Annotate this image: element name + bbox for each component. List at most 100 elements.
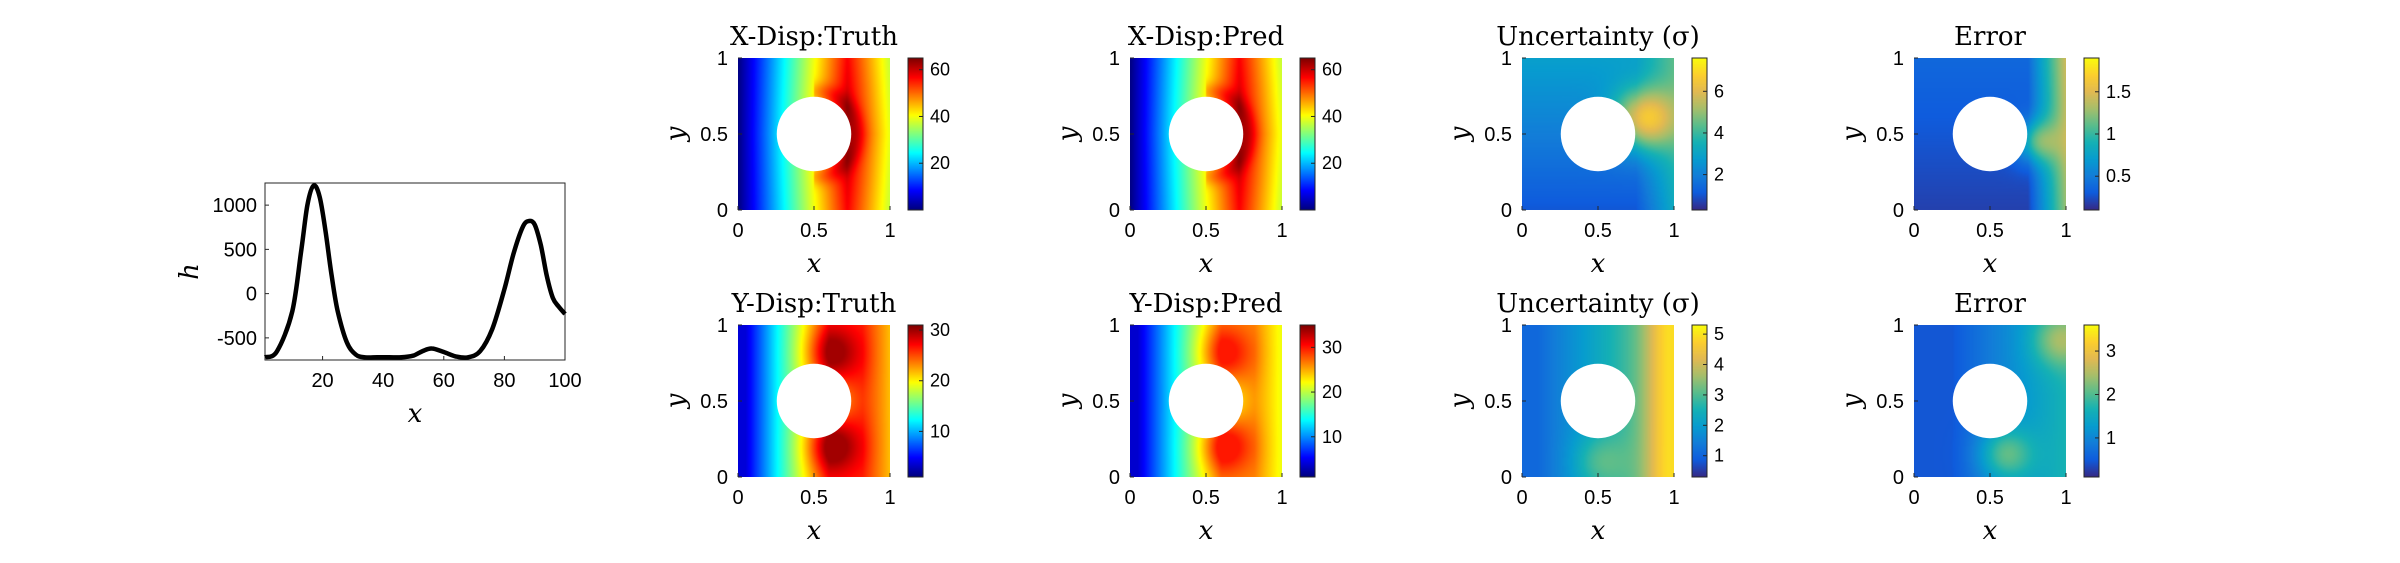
y-tick-label: 0 xyxy=(1893,200,1904,222)
x-tick-label: 0 xyxy=(732,220,743,242)
colorbar-frame xyxy=(1691,57,1708,211)
line-plot: 20 40 60 80 100 -500 0 500 1000 x h xyxy=(175,182,582,429)
y-tick-label: 0 xyxy=(246,284,257,306)
colorbar-tick-label: 5 xyxy=(1714,324,1724,344)
y-axis-label: y xyxy=(661,126,691,142)
y-tick-label: 500 xyxy=(224,239,257,261)
x-axis-label: x xyxy=(1199,516,1214,546)
y-axis-label: h xyxy=(175,263,205,280)
y-axis-label: y xyxy=(661,393,691,409)
colorbar-tick-label: 4 xyxy=(1714,355,1724,375)
y-tick-label: 0.5 xyxy=(700,391,728,413)
x-tick-label: 1 xyxy=(1276,220,1287,242)
colorbar-tick-label: 2 xyxy=(2106,384,2116,404)
heatmap-panel: X-Disp:Pred 0 0.5 1 0 0.5 1 x y 20 40 60 xyxy=(1053,22,1342,279)
colorbar-tick-label: 1 xyxy=(2106,124,2116,144)
y-axis-label: y xyxy=(1053,393,1083,409)
heatmap-panel: Uncertainty (σ) 0 0.5 1 0 0.5 1 x y 1 2 3 4 5 xyxy=(1445,289,1724,546)
colorbar xyxy=(1692,325,1707,477)
x-tick-label: 0 xyxy=(1124,487,1135,509)
hole-circle xyxy=(1952,96,2028,172)
hole-circle xyxy=(1168,96,1244,172)
y-tick-label: 0 xyxy=(717,467,728,489)
y-axis-label: y xyxy=(1837,126,1867,142)
panel-title: Uncertainty (σ) xyxy=(1496,22,1699,52)
colorbar xyxy=(2084,58,2099,210)
colorbar-tick-label: 30 xyxy=(930,320,950,340)
y-tick-label: 1 xyxy=(1893,315,1904,337)
x-tick-label: 0 xyxy=(732,487,743,509)
colorbar-tick-label: 20 xyxy=(1322,382,1342,402)
colorbar xyxy=(1692,58,1707,210)
y-tick-label: 1 xyxy=(1109,48,1120,70)
colorbar-tick-label: 1 xyxy=(1714,446,1724,466)
x-tick-label: 0.5 xyxy=(1192,220,1220,242)
hole-circle xyxy=(776,363,852,439)
x-tick-label: 0 xyxy=(1124,220,1135,242)
hole-circle xyxy=(776,96,852,172)
colorbar-tick-label: 4 xyxy=(1714,123,1724,143)
line-plot-frame xyxy=(264,182,566,361)
x-axis-label: x xyxy=(807,249,822,279)
x-tick-label: 80 xyxy=(493,370,515,392)
colorbar-tick-label: 3 xyxy=(1714,385,1724,405)
y-tick-label: 1 xyxy=(1501,315,1512,337)
x-tick-label: 0 xyxy=(1908,487,1919,509)
y-tick-label: 0.5 xyxy=(1484,391,1512,413)
y-tick-label: 0.5 xyxy=(1876,391,1904,413)
colorbar-tick-label: 2 xyxy=(1714,165,1724,185)
x-tick-label: 40 xyxy=(372,370,394,392)
y-tick-label: 0.5 xyxy=(1092,124,1120,146)
y-tick-label: 1 xyxy=(1501,48,1512,70)
y-tick-label: 0.5 xyxy=(700,124,728,146)
panel-title: X-Disp:Truth xyxy=(730,22,898,52)
heatmap-panel: Uncertainty (σ) 0 0.5 1 0 0.5 1 x y 2 4 6 xyxy=(1445,22,1724,279)
x-tick-label: 0 xyxy=(1908,220,1919,242)
colorbar-tick-label: 10 xyxy=(1322,427,1342,447)
colorbar-frame xyxy=(1299,324,1316,478)
x-tick-label: 0.5 xyxy=(1976,220,2004,242)
x-tick-label: 0.5 xyxy=(1976,487,2004,509)
colorbar-tick-label: 6 xyxy=(1714,81,1724,101)
y-tick-label: 0 xyxy=(1109,200,1120,222)
y-tick-label: 1000 xyxy=(213,195,258,217)
panel-title: Y-Disp:Truth xyxy=(731,289,897,319)
heatmap-panel: Error 0 0.5 1 0 0.5 1 x y 1 2 3 xyxy=(1837,289,2116,546)
x-tick-label: 60 xyxy=(433,370,455,392)
y-tick-label: 1 xyxy=(1893,48,1904,70)
colorbar xyxy=(908,58,923,210)
colorbar-frame xyxy=(1691,324,1708,478)
x-tick-label: 0 xyxy=(1516,487,1527,509)
panel-title: Error xyxy=(1954,22,2026,52)
y-axis-label: y xyxy=(1445,126,1475,142)
colorbar-tick-label: 60 xyxy=(930,60,950,80)
hole-circle xyxy=(1560,96,1636,172)
x-axis-label: x xyxy=(1983,249,1998,279)
colorbar-tick-label: 0.5 xyxy=(2106,166,2131,186)
x-tick-label: 0.5 xyxy=(800,487,828,509)
colorbar xyxy=(2084,325,2099,477)
panel-title: Uncertainty (σ) xyxy=(1496,289,1699,319)
colorbar-frame xyxy=(1299,57,1316,211)
colorbar-tick-label: 30 xyxy=(1322,337,1342,357)
x-axis-label: x xyxy=(807,516,822,546)
colorbar-frame xyxy=(907,324,924,478)
y-tick-label: 1 xyxy=(717,315,728,337)
x-tick-label: 0.5 xyxy=(1192,487,1220,509)
heatmap-panel: X-Disp:Truth 0 0.5 1 0 0.5 1 x y 20 40 60 xyxy=(661,22,950,279)
colorbar-tick-label: 20 xyxy=(930,153,950,173)
colorbar-tick-label: 2 xyxy=(1714,415,1724,435)
x-tick-label: 20 xyxy=(311,370,333,392)
colorbar xyxy=(1300,58,1315,210)
y-tick-label: 0.5 xyxy=(1092,391,1120,413)
colorbar xyxy=(908,325,923,477)
y-tick-label: 0 xyxy=(1501,200,1512,222)
x-axis-label: x xyxy=(1983,516,1998,546)
colorbar-frame xyxy=(907,57,924,211)
y-tick-label: 0.5 xyxy=(1484,124,1512,146)
colorbar-tick-label: 20 xyxy=(1322,153,1342,173)
colorbar-tick-label: 10 xyxy=(930,421,950,441)
x-tick-label: 1 xyxy=(1276,487,1287,509)
panel-title: Y-Disp:Pred xyxy=(1129,289,1283,319)
